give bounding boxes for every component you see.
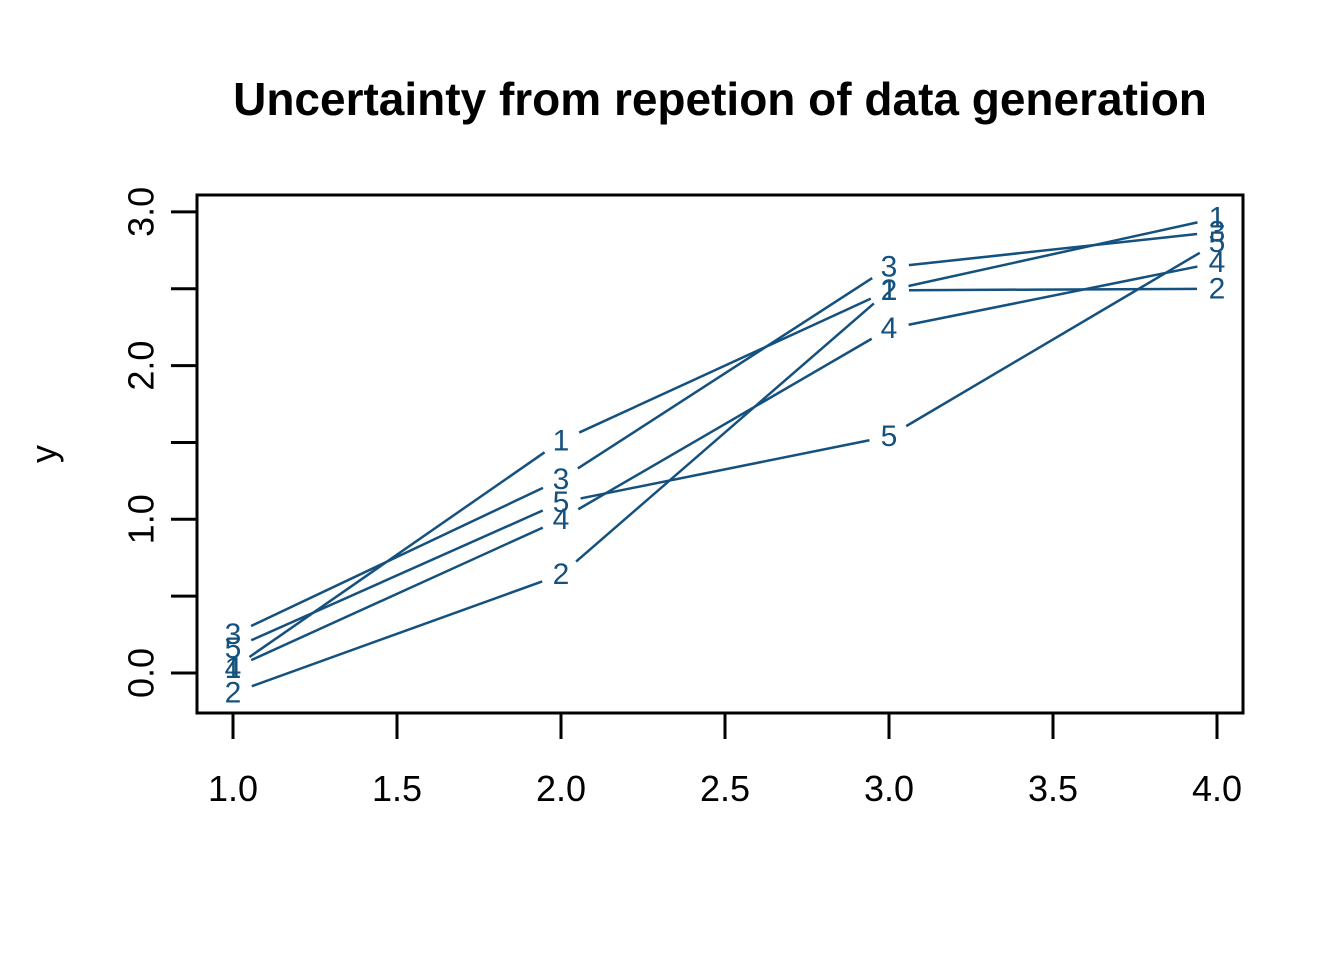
series-4-line-segment — [908, 265, 1198, 326]
y-axis-tick-label: 2.0 — [121, 341, 162, 391]
series-5-point-label: 5 — [881, 420, 898, 453]
series-3-line-segment — [908, 232, 1198, 267]
series-4-line-segment — [577, 337, 873, 511]
series-5-point-label: 5 — [1209, 226, 1226, 259]
plot-box — [195, 193, 1245, 715]
series-1-point-label: 1 — [881, 274, 898, 307]
y-axis-tick-label: 3.0 — [121, 187, 162, 237]
chart-title: Uncertainty from repetion of data genera… — [233, 73, 1207, 125]
series-3-point-label: 3 — [553, 463, 570, 496]
series-4-point-label: 4 — [1209, 246, 1226, 279]
series-3-line-segment — [577, 277, 873, 470]
series-5-point-label: 5 — [225, 632, 242, 665]
series-5-line-segment — [250, 509, 544, 642]
y-axis-tick-label: 1.0 — [121, 494, 162, 544]
series-5-line-segment — [580, 439, 870, 500]
series-1-point-label: 1 — [553, 424, 570, 457]
series-4-point-label: 4 — [225, 652, 242, 685]
series-1-line-segment — [578, 297, 872, 434]
series-1-point-label: 1 — [1209, 202, 1226, 235]
series-1-line-segment — [248, 451, 546, 659]
x-axis-tick-label: 1.5 — [372, 768, 422, 809]
series-3-point-label: 3 — [1209, 215, 1226, 248]
series-2-point-label: 2 — [225, 676, 242, 709]
series-5-point-label: 5 — [553, 486, 570, 519]
series-3-point-label: 3 — [225, 618, 242, 651]
x-axis-tick-label: 3.5 — [1028, 768, 1078, 809]
series-4-line-segment — [250, 526, 544, 662]
series-2-point-label: 2 — [1209, 272, 1226, 305]
series-2-line-segment — [575, 302, 875, 563]
y-axis-tick-label: 0.0 — [121, 648, 162, 698]
series-2-line-segment — [251, 580, 543, 688]
series-5-line-segment — [905, 251, 1201, 428]
series-2-point-label: 2 — [553, 558, 570, 591]
series-2-point-label: 2 — [881, 274, 898, 307]
x-axis-tick-label: 2.5 — [700, 768, 750, 809]
series-2-line-segment — [908, 287, 1198, 292]
series-4-point-label: 4 — [553, 503, 570, 536]
series-1-line-segment — [908, 221, 1198, 288]
x-axis-tick-label: 2.0 — [536, 768, 586, 809]
series-1-point-label: 1 — [225, 652, 242, 685]
x-axis-tick-label: 3.0 — [864, 768, 914, 809]
series-3-point-label: 3 — [881, 251, 898, 284]
x-axis-tick-label: 4.0 — [1192, 768, 1242, 809]
series-3-line-segment — [250, 486, 544, 628]
series-4-point-label: 4 — [881, 312, 898, 345]
x-axis-tick-label: 1.0 — [208, 768, 258, 809]
